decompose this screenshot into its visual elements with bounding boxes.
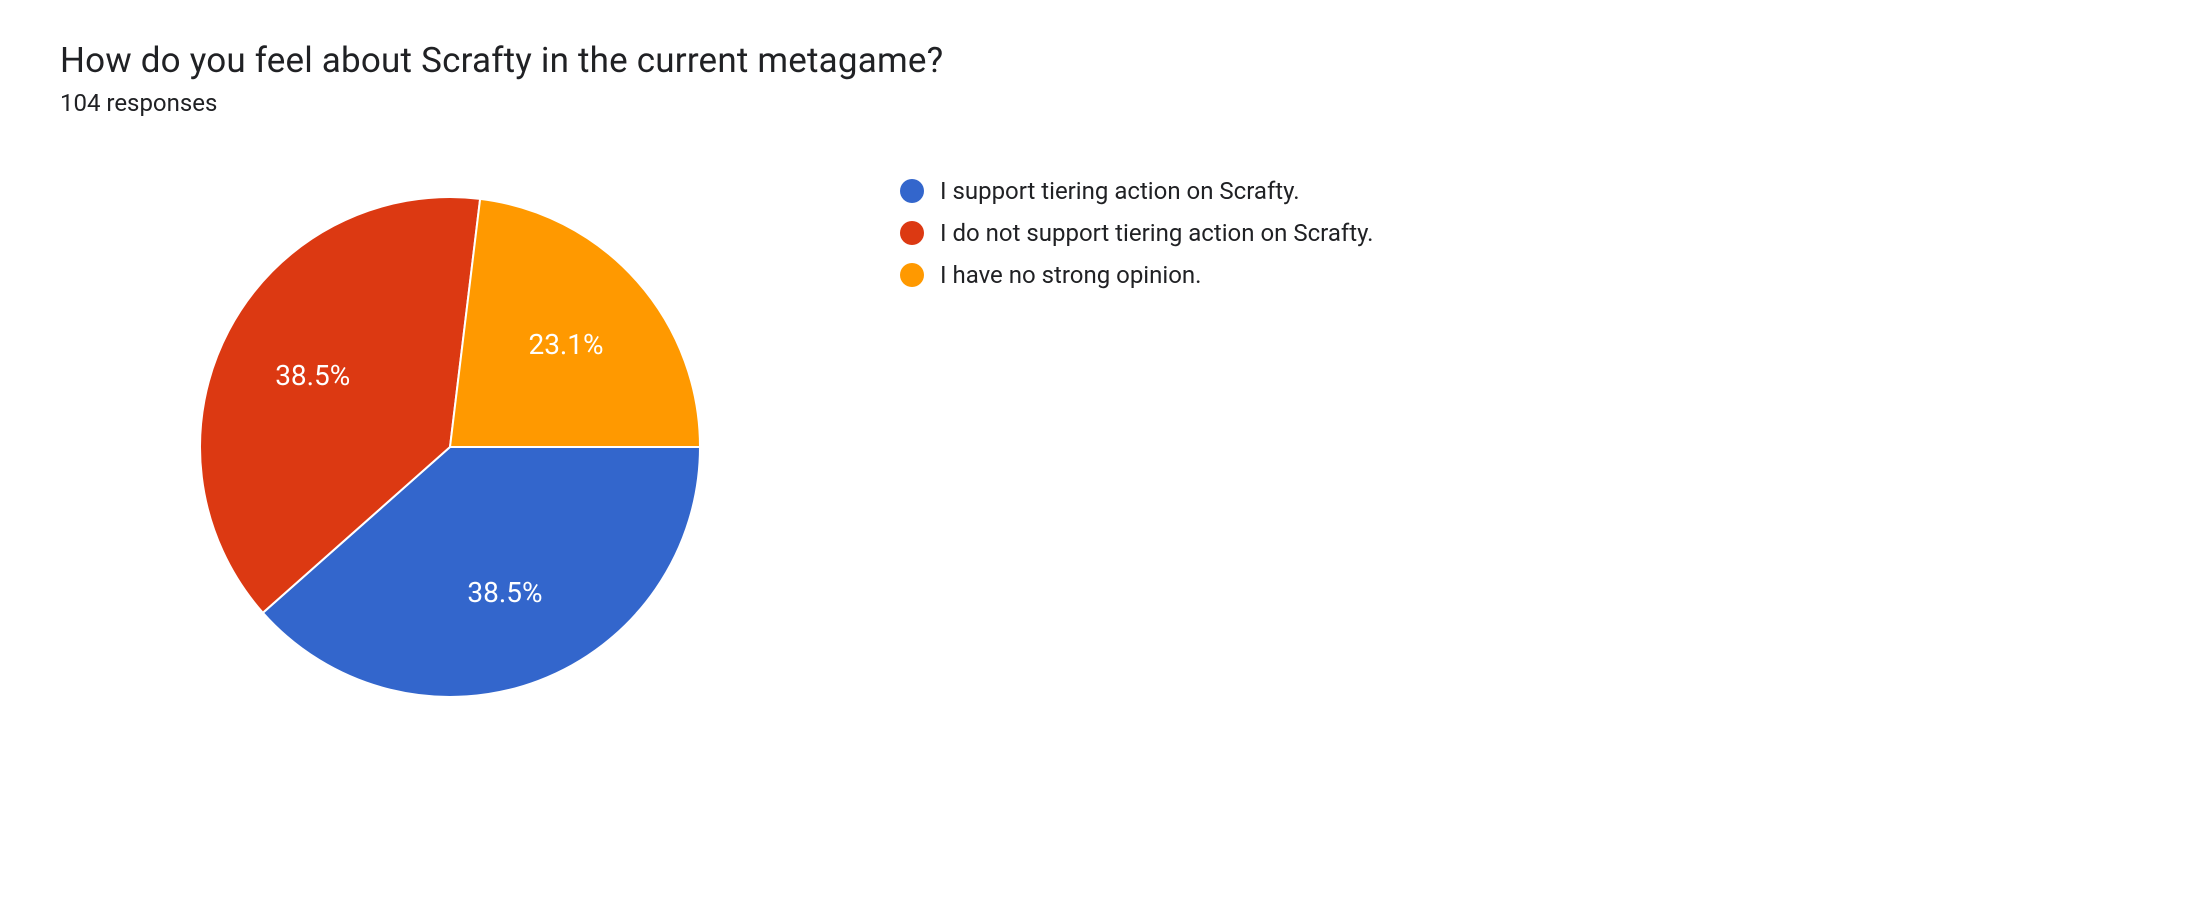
legend-swatch	[900, 221, 924, 245]
pie-slice[interactable]	[450, 199, 700, 447]
pie-chart: 38.5% 38.5% 23.1%	[170, 167, 730, 727]
legend-label: I do not support tiering action on Scraf…	[940, 219, 1374, 247]
pie-slice-label: 38.5%	[275, 359, 350, 392]
pie-slice-label: 38.5%	[467, 576, 542, 609]
response-count: 104 responses	[60, 89, 2136, 117]
legend: I support tiering action on Scrafty. I do…	[900, 147, 1374, 303]
legend-swatch	[900, 263, 924, 287]
legend-item[interactable]: I have no strong opinion.	[900, 261, 1374, 289]
legend-item[interactable]: I do not support tiering action on Scraf…	[900, 219, 1374, 247]
chart-title: How do you feel about Scrafty in the cur…	[60, 40, 2136, 81]
legend-label: I support tiering action on Scrafty.	[940, 177, 1300, 205]
pie-wrap: 38.5% 38.5% 23.1%	[60, 147, 840, 727]
pie-slice-label: 23.1%	[528, 328, 603, 361]
chart-area: 38.5% 38.5% 23.1% I support tiering action…	[60, 147, 2136, 727]
legend-label: I have no strong opinion.	[940, 261, 1202, 289]
legend-item[interactable]: I support tiering action on Scrafty.	[900, 177, 1374, 205]
legend-swatch	[900, 179, 924, 203]
chart-container: How do you feel about Scrafty in the cur…	[0, 0, 2196, 924]
